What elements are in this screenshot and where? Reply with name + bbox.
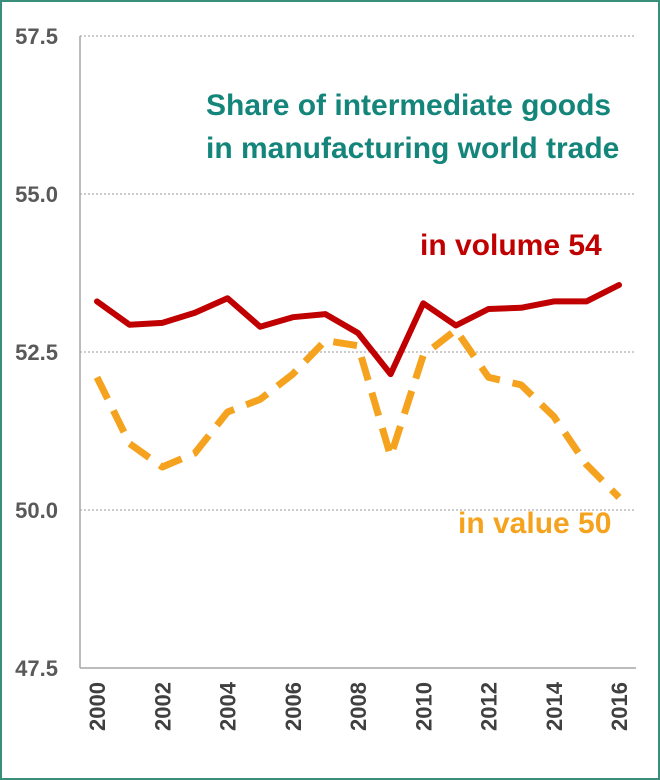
x-tick-label: 2016 bbox=[607, 682, 632, 731]
y-tick-label: 52.5 bbox=[15, 340, 58, 365]
x-tick-label: 2006 bbox=[281, 682, 306, 731]
x-tick-label: 2008 bbox=[346, 682, 371, 731]
x-tick-label: 2000 bbox=[85, 682, 110, 731]
series-label-volume: in volume 54 bbox=[420, 229, 602, 262]
x-tick-label: 2012 bbox=[477, 682, 502, 731]
series-line-volume bbox=[94, 282, 622, 378]
x-tick-labels: 2000 2002 2004 2006 2008 2010 2012 2014 2016 bbox=[85, 681, 632, 731]
series-line-value bbox=[93, 326, 622, 500]
y-tick-label: 47.5 bbox=[15, 656, 58, 681]
gridlines bbox=[80, 35, 636, 511]
y-tick-label: 57.5 bbox=[15, 24, 58, 49]
series-lines bbox=[93, 282, 622, 500]
y-tick-labels: 47.5 50.0 52.5 55.0 57.5 bbox=[15, 24, 58, 681]
x-tick-label: 2010 bbox=[411, 682, 436, 731]
y-tick-label: 50.0 bbox=[15, 498, 58, 523]
x-tick-label: 2014 bbox=[542, 681, 567, 731]
x-tick-label: 2002 bbox=[150, 682, 175, 731]
chart-title-line-1: Share of intermediate goods bbox=[206, 89, 611, 122]
x-tick-label: 2004 bbox=[216, 681, 241, 731]
chart-title-line-2: in manufacturing world trade bbox=[206, 132, 619, 165]
y-tick-label: 55.0 bbox=[15, 182, 58, 207]
series-label-value: in value 50 bbox=[458, 507, 611, 540]
